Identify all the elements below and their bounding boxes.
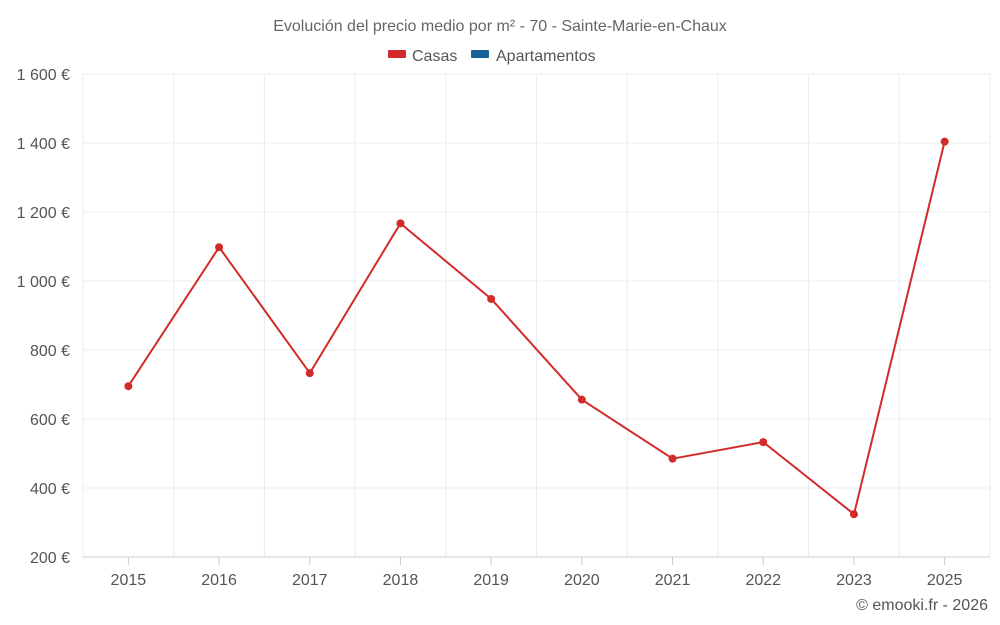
x-tick-label: 2023 bbox=[836, 572, 872, 589]
data-point-casas bbox=[396, 219, 405, 228]
y-tick-label: 1 400 € bbox=[17, 136, 70, 153]
x-tick-label: 2018 bbox=[383, 572, 419, 589]
y-tick-label: 1 000 € bbox=[17, 274, 70, 291]
axes: 200 € 400 € 600 € 800 € 1 000 € 1 200 € 1 400 … bbox=[17, 67, 990, 589]
legend: Casas Apartamentos bbox=[388, 48, 596, 65]
series-layer bbox=[124, 137, 949, 519]
x-tick-label: 2021 bbox=[655, 572, 691, 589]
x-tick-label: 2016 bbox=[201, 572, 237, 589]
x-tick-label: 2017 bbox=[292, 572, 328, 589]
y-tick-label: 400 € bbox=[30, 481, 70, 498]
legend-swatch-apartamentos bbox=[471, 50, 489, 58]
x-tick-label: 2019 bbox=[473, 572, 509, 589]
legend-label-casas: Casas bbox=[412, 48, 457, 65]
grid bbox=[82, 73, 991, 557]
y-tick-label: 1 200 € bbox=[17, 205, 70, 222]
data-point-casas bbox=[215, 243, 224, 252]
data-point-casas bbox=[759, 438, 768, 447]
data-point-casas bbox=[849, 510, 858, 519]
x-tick-label: 2022 bbox=[745, 572, 781, 589]
y-tick-label: 600 € bbox=[30, 412, 70, 429]
x-tick-label: 2025 bbox=[927, 572, 963, 589]
chart-title: Evolución del precio medio por m² - 70 -… bbox=[273, 18, 727, 35]
series-line-casas bbox=[127, 141, 946, 516]
x-tick-label: 2015 bbox=[111, 572, 147, 589]
data-point-casas bbox=[668, 454, 677, 463]
data-point-casas bbox=[124, 382, 133, 391]
data-point-casas bbox=[305, 369, 314, 378]
credit-text: © emooki.fr - 2026 bbox=[856, 597, 988, 614]
data-point-casas bbox=[487, 294, 496, 303]
y-tick-label: 1 600 € bbox=[17, 67, 70, 84]
x-tick-label: 2020 bbox=[564, 572, 600, 589]
legend-label-apartamentos: Apartamentos bbox=[496, 48, 596, 65]
legend-swatch-casas bbox=[388, 50, 406, 58]
data-point-casas bbox=[577, 395, 586, 404]
y-tick-label: 200 € bbox=[30, 550, 70, 567]
y-tick-label: 800 € bbox=[30, 343, 70, 360]
data-point-casas bbox=[940, 137, 949, 146]
